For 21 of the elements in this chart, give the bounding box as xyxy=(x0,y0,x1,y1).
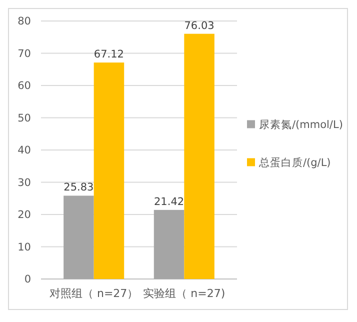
y-tick-label: 60 xyxy=(18,80,31,92)
x-tick-label: 实验组（ n=27) xyxy=(143,287,226,300)
data-label: 25.83 xyxy=(64,182,94,194)
y-tick-label: 30 xyxy=(18,176,31,189)
y-tick-label: 10 xyxy=(18,241,31,254)
y-tick-label: 40 xyxy=(18,144,31,157)
data-label: 76.03 xyxy=(184,20,214,32)
data-label: 21.42 xyxy=(154,196,184,208)
bar xyxy=(154,210,184,279)
y-tick-label: 0 xyxy=(24,274,31,286)
bar xyxy=(64,196,94,279)
y-tick-label: 70 xyxy=(18,48,31,60)
legend-label: 尿素氮/(mmol/L) xyxy=(259,118,343,131)
x-tick-label: 对照组（ n=27） xyxy=(49,287,138,300)
y-tick-label: 20 xyxy=(18,209,31,222)
data-label: 67.12 xyxy=(94,48,124,61)
y-tick-label: 50 xyxy=(18,112,31,124)
bar xyxy=(184,34,214,279)
legend-label: 总蛋白质/(g/L) xyxy=(258,156,331,169)
y-tick-label: 80 xyxy=(18,16,31,28)
bar xyxy=(94,62,124,279)
